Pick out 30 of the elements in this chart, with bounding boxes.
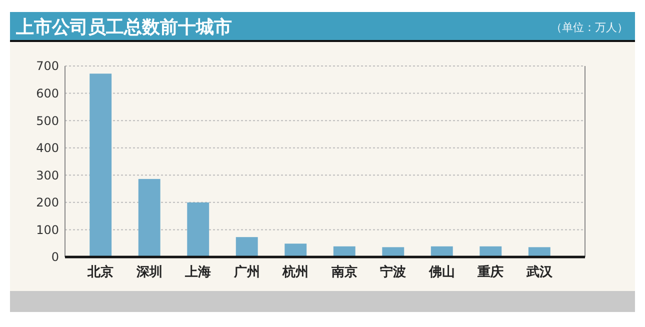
y-tick-label: 300 (36, 168, 59, 182)
x-tick-label: 武汉 (525, 265, 554, 280)
x-tick-label: 佛山 (428, 265, 455, 280)
y-tick-label: 700 (36, 59, 59, 74)
y-tick-label: 600 (36, 86, 59, 100)
y-tick-label: 100 (36, 222, 59, 237)
bar (480, 246, 502, 257)
y-tick-label: 400 (36, 141, 59, 156)
x-tick-label: 南京 (330, 264, 358, 280)
bar (187, 202, 210, 257)
bar (430, 246, 453, 257)
bar (138, 178, 160, 257)
y-tick-label: 200 (36, 196, 59, 210)
bar (333, 246, 356, 257)
bar (284, 244, 307, 257)
x-tick-label: 宁波 (380, 264, 408, 280)
x-tick-label: 杭州 (282, 264, 309, 280)
bar (90, 74, 112, 257)
x-tick-label: 上海 (184, 265, 212, 280)
y-tick-label: 500 (36, 114, 59, 128)
y-tick-label: 0 (51, 250, 59, 264)
x-tick-label: 深圳 (135, 265, 162, 280)
bar (528, 247, 550, 257)
bar (382, 247, 404, 257)
bar (236, 237, 258, 257)
chart-title: 上市公司员工总数前十城市 (15, 17, 232, 38)
x-tick-label: 北京 (86, 264, 114, 280)
x-tick-label: 重庆 (476, 264, 504, 280)
chart-subtitle: （单位：万人） (551, 21, 628, 34)
x-tick-label: 广州 (232, 264, 260, 280)
